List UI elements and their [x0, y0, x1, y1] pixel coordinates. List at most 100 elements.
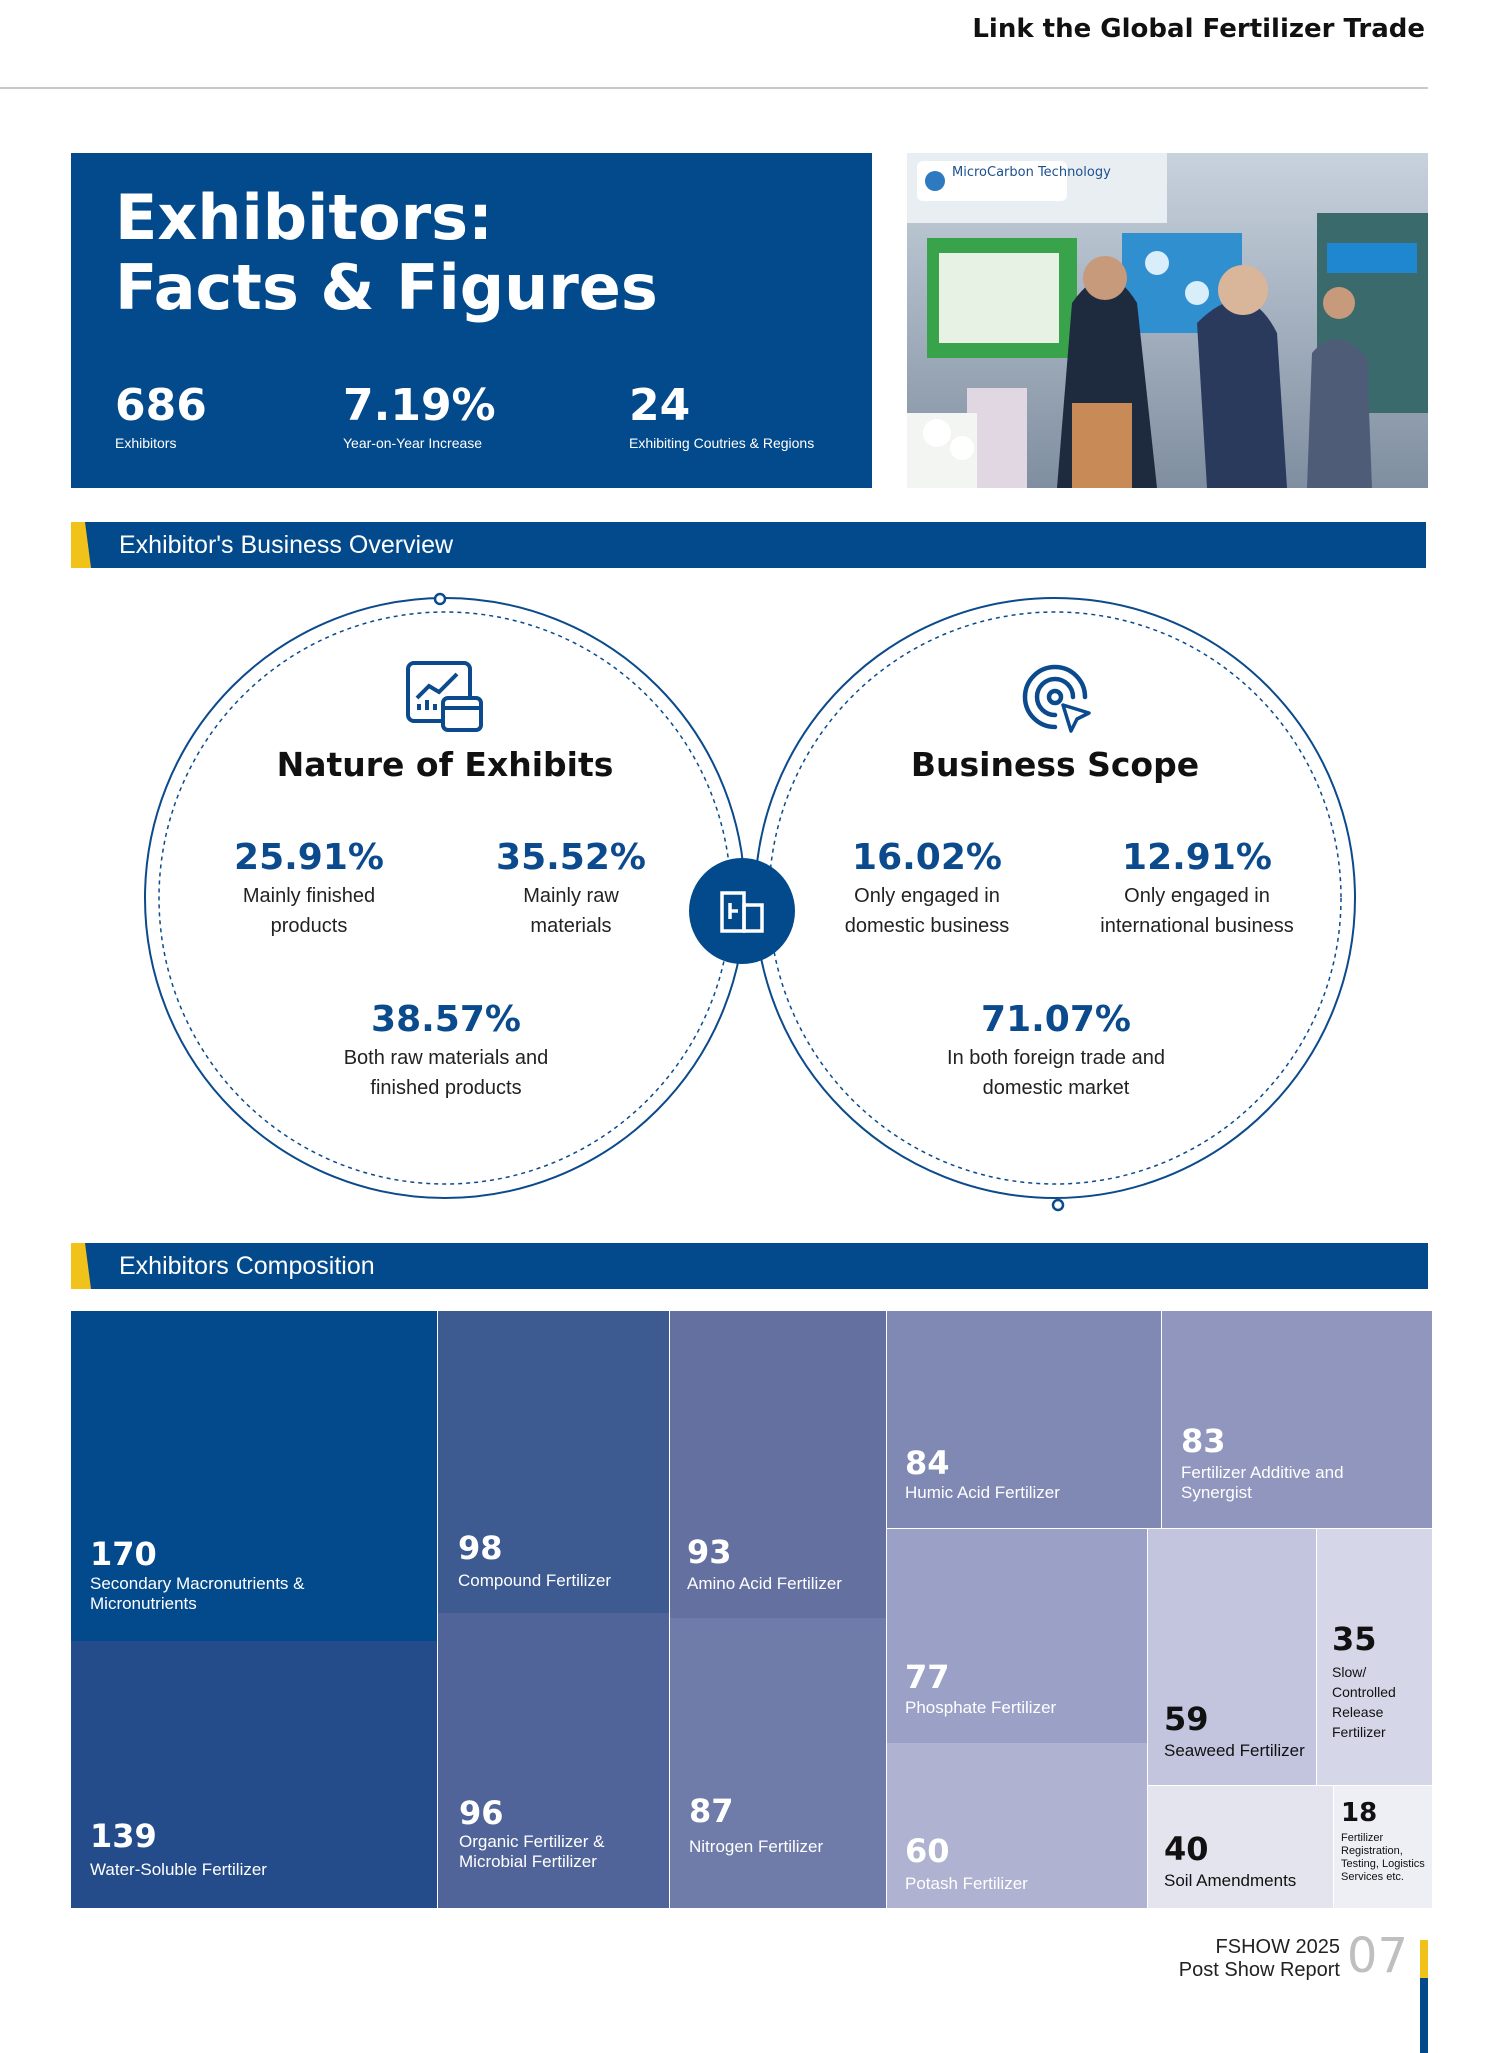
facts-panel: Exhibitors: Facts & Figures 686 Exhibito…: [71, 153, 872, 488]
treemap-tile: 139 Water-Soluble Fertilizer: [71, 1641, 437, 1908]
footer-line2: Post Show Report: [1178, 1959, 1340, 1981]
footer-line1: FSHOW 2025: [1215, 1936, 1340, 1958]
tile-value: 93: [687, 1533, 732, 1571]
header-title: Link the Global Fertilizer Trade: [972, 14, 1425, 44]
section-title: Exhibitor's Business Overview: [119, 531, 454, 559]
tile-value: 40: [1164, 1830, 1209, 1868]
tile-label: Amino Acid Fertilizer: [687, 1574, 842, 1593]
tile-label: Slow/ Controlled Release Fertilizer: [1332, 1664, 1396, 1740]
tile-value: 96: [459, 1794, 504, 1832]
stat-value: 35.52%: [496, 837, 646, 878]
stat-value: 71.07%: [981, 999, 1131, 1040]
stat-desc-line1: In both foreign trade and: [947, 1047, 1165, 1069]
stat-label: Year-on-Year Increase: [343, 435, 483, 451]
stat-desc-line2: domestic business: [844, 915, 1010, 937]
stat-value: 7.19%: [343, 380, 496, 431]
stat-desc-line1: Both raw materials and: [343, 1047, 549, 1069]
tile-value: 35: [1332, 1620, 1377, 1658]
bottom-knob: [1051, 1198, 1065, 1212]
composition-treemap: 170 Secondary Macronutrients & Micronutr…: [71, 1311, 1432, 1908]
header-divider: [0, 87, 1428, 89]
treemap-tile: 93 Amino Acid Fertilizer: [670, 1311, 886, 1618]
tile-label: Phosphate Fertilizer: [905, 1698, 1057, 1717]
tile-value: 98: [458, 1529, 503, 1567]
stat-desc-line1: Mainly raw: [523, 885, 619, 907]
stat-value: 16.02%: [852, 837, 1002, 878]
photo-sign-text: MicroCarbon Technology: [952, 165, 1111, 180]
tile-label: Humic Acid Fertilizer: [905, 1483, 1060, 1502]
section-business-overview: Exhibitor's Business Overview: [71, 522, 1426, 568]
tile-label: Compound Fertilizer: [458, 1571, 612, 1590]
tile-value: 18: [1341, 1798, 1378, 1828]
treemap-tile: 83 Fertilizer Additive and Synergist: [1162, 1311, 1432, 1528]
nature-stat-both: 38.57% Both raw materials and finished p…: [296, 999, 596, 1103]
photo-illustration: MicroCarbon Technology: [907, 153, 1428, 488]
stat-value: 24: [629, 380, 691, 431]
treemap-tile: 60 Potash Fertilizer: [887, 1743, 1147, 1908]
scope-stat-domestic: 16.02% Only engaged in domestic business: [807, 837, 1047, 941]
tile-label: Organic Fertilizer & Microbial Fertilize…: [459, 1832, 605, 1871]
tile-label: Water-Soluble Fertilizer: [90, 1860, 267, 1879]
tile-label: Fertilizer Registration, Testing, Logist…: [1341, 1832, 1425, 1883]
stat-desc-line2: domestic market: [982, 1077, 1130, 1099]
stat-yoy-increase: 7.19% Year-on-Year Increase: [343, 380, 496, 452]
tile-label: Soil Amendments: [1164, 1871, 1297, 1890]
section-composition: Exhibitors Composition: [71, 1243, 1428, 1289]
stat-desc-line1: Mainly finished: [242, 885, 376, 907]
building-icon: [720, 891, 764, 933]
exhibition-photo: MicroCarbon Technology: [907, 153, 1428, 488]
stat-value: 686: [115, 380, 207, 431]
facts-title-line1: Exhibitors:: [115, 181, 493, 254]
section-title: Exhibitors Composition: [119, 1252, 375, 1280]
center-badge: [689, 858, 795, 964]
tile-value: 170: [90, 1535, 157, 1573]
tile-value: 83: [1181, 1422, 1226, 1460]
tile-value: 139: [90, 1817, 157, 1855]
tile-label: Seaweed Fertilizer: [1164, 1741, 1305, 1760]
stat-value: 38.57%: [371, 999, 521, 1040]
top-knob: [433, 592, 447, 606]
tile-label: Fertilizer Additive and Synergist: [1181, 1463, 1344, 1502]
stat-label: Exhibiting Coutries & Regions: [629, 435, 815, 451]
treemap-tile: 35 Slow/ Controlled Release Fertilizer: [1317, 1529, 1432, 1785]
treemap-tile: 98 Compound Fertilizer: [438, 1311, 669, 1613]
facts-title: Exhibitors: Facts & Figures: [115, 183, 658, 323]
stat-countries: 24 Exhibiting Coutries & Regions: [629, 380, 815, 452]
stat-label: Exhibitors: [115, 435, 177, 451]
tile-value: 84: [905, 1444, 950, 1482]
stat-desc-line2: finished products: [370, 1077, 522, 1099]
nature-heading: Nature of Exhibits: [276, 745, 614, 784]
scope-heading: Business Scope: [910, 745, 1200, 784]
section-accent: [71, 1243, 91, 1289]
section-accent: [71, 522, 91, 568]
treemap-tile: 40 Soil Amendments: [1148, 1786, 1333, 1908]
footer-accent-bar: [1420, 1940, 1428, 2053]
stat-value: 12.91%: [1122, 837, 1272, 878]
scope-stat-international: 12.91% Only engaged in international bus…: [1067, 837, 1327, 941]
tile-value: 59: [1164, 1700, 1209, 1738]
nature-stat-raw: 35.52% Mainly raw materials: [451, 837, 691, 941]
stat-desc-line1: Only engaged in: [854, 885, 1000, 907]
business-overview-circles: Nature of Exhibits 25.91% Mainly finishe…: [120, 585, 1380, 1225]
stat-value: 25.91%: [234, 837, 384, 878]
page-number: 07: [1346, 1928, 1408, 1984]
treemap-tile: 84 Humic Acid Fertilizer: [887, 1311, 1161, 1528]
tile-value: 60: [905, 1832, 950, 1870]
treemap-tile: 96 Organic Fertilizer & Microbial Fertil…: [438, 1613, 669, 1908]
stat-desc-line2: international business: [1100, 915, 1294, 937]
tile-label: Nitrogen Fertilizer: [689, 1837, 824, 1856]
target-cursor-icon: [1022, 664, 1091, 733]
treemap-tile: 87 Nitrogen Fertilizer: [670, 1618, 886, 1908]
treemap-tile: 170 Secondary Macronutrients & Micronutr…: [71, 1311, 437, 1641]
tile-label: Secondary Macronutrients & Micronutrient…: [90, 1574, 305, 1613]
treemap-tile: 59 Seaweed Fertilizer: [1148, 1529, 1316, 1785]
tile-value: 87: [689, 1792, 734, 1830]
nature-stat-finished: 25.91% Mainly finished products: [189, 837, 429, 941]
stat-desc-line2: materials: [530, 915, 612, 937]
treemap-tile: 18 Fertilizer Registration, Testing, Log…: [1334, 1786, 1432, 1908]
treemap-tile: 77 Phosphate Fertilizer: [887, 1529, 1147, 1743]
tile-label: Potash Fertilizer: [905, 1874, 1028, 1893]
facts-title-line2: Facts & Figures: [115, 251, 658, 324]
stat-desc-line1: Only engaged in: [1124, 885, 1270, 907]
chart-window-icon: [406, 661, 483, 732]
